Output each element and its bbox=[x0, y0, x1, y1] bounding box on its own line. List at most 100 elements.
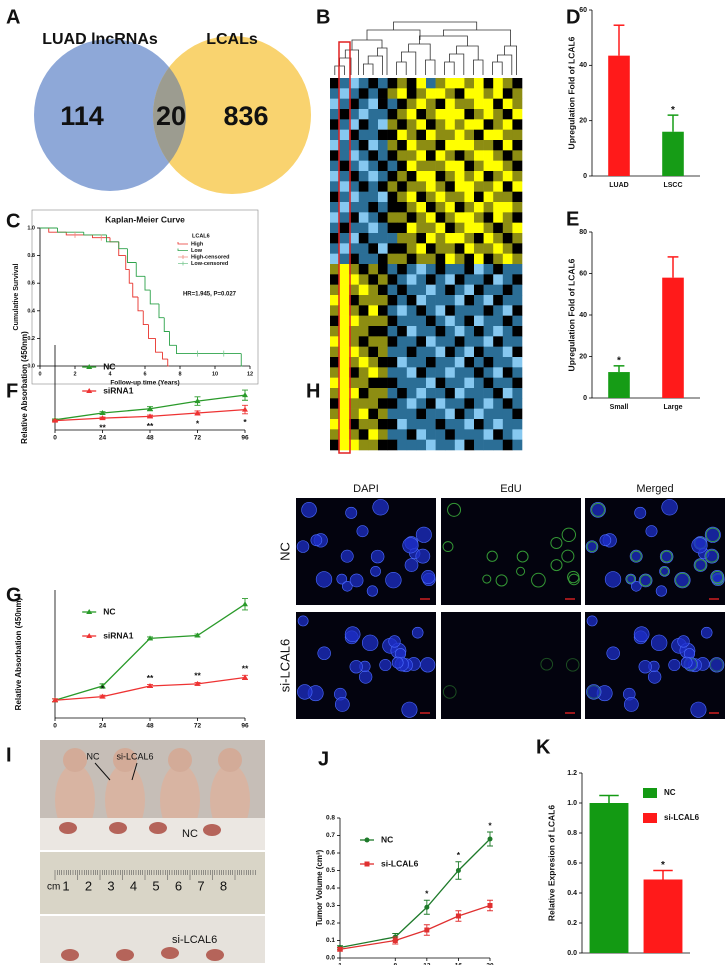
heatmap-cell bbox=[445, 171, 456, 182]
heatmap-cell bbox=[474, 109, 484, 120]
heatmap-cell bbox=[397, 439, 408, 451]
x-tick-label: 2 bbox=[73, 371, 76, 377]
panel-label: F bbox=[6, 380, 18, 402]
legend-swatch bbox=[643, 788, 657, 798]
heatmap-cell bbox=[454, 129, 465, 141]
x-tick-label: 1 bbox=[338, 963, 342, 965]
edu-signal bbox=[550, 536, 563, 550]
nucleus bbox=[385, 572, 402, 589]
heatmap-cell bbox=[445, 264, 456, 275]
heatmap-cell bbox=[358, 191, 369, 203]
x-tick-label: 12 bbox=[247, 371, 253, 377]
heatmap-cell bbox=[454, 326, 465, 337]
row-label: si-LCAL6 bbox=[277, 639, 292, 692]
heatmap-cell bbox=[445, 419, 456, 430]
survival-step bbox=[125, 255, 130, 270]
heatmap-cell bbox=[368, 357, 379, 368]
heatmap-cell bbox=[387, 253, 398, 265]
nucleus bbox=[388, 635, 401, 648]
heatmap-cell bbox=[368, 129, 379, 141]
heatmap-cell bbox=[339, 109, 350, 120]
heatmap-cell bbox=[416, 129, 427, 141]
nucleus bbox=[421, 570, 436, 585]
nucleus bbox=[623, 697, 639, 712]
heatmap-cell bbox=[483, 243, 494, 254]
heatmap-cell bbox=[387, 419, 398, 430]
heatmap-cell bbox=[474, 408, 484, 420]
heatmap-cell bbox=[464, 202, 475, 213]
nucleus bbox=[668, 658, 681, 672]
survival-step bbox=[83, 232, 107, 236]
heatmap-cell bbox=[502, 88, 513, 99]
heatmap-cell bbox=[330, 388, 340, 399]
heatmap-cell bbox=[464, 264, 475, 275]
heatmap-cell bbox=[493, 233, 504, 244]
heatmap-cell bbox=[406, 398, 417, 409]
heatmap-cell bbox=[435, 377, 446, 389]
y-axis-label: Tumor Volume (cm³) bbox=[315, 849, 324, 926]
edu-signal bbox=[516, 566, 526, 576]
heatmap-cell bbox=[397, 98, 408, 110]
heatmap-cell bbox=[368, 305, 379, 316]
heatmap-cell bbox=[339, 222, 350, 234]
heatmap-cell bbox=[330, 222, 340, 234]
legend-swatch bbox=[643, 813, 657, 823]
heatmap-cell bbox=[493, 398, 504, 409]
heatmap-cell bbox=[445, 202, 456, 213]
heatmap-cell bbox=[368, 284, 379, 296]
heatmap-cell bbox=[406, 274, 417, 285]
panel-label: B bbox=[316, 6, 330, 28]
heatmap-cell bbox=[502, 233, 513, 244]
heatmap-cell bbox=[445, 98, 456, 110]
heatmap-cell bbox=[387, 367, 398, 378]
heatmap-cell bbox=[416, 78, 427, 89]
heatmap-cell bbox=[445, 119, 456, 130]
nucleus bbox=[629, 549, 643, 563]
legend-label: siRNA1 bbox=[103, 630, 134, 640]
heatmap-cell bbox=[493, 78, 504, 89]
heatmap-cell bbox=[502, 150, 513, 161]
series-line bbox=[339, 838, 491, 949]
heatmap-cell bbox=[512, 181, 523, 192]
heatmap-cell bbox=[416, 284, 427, 296]
venn-set-name: LCALs bbox=[206, 31, 258, 48]
plot-frame bbox=[31, 209, 259, 385]
heatmap-cell bbox=[426, 160, 436, 172]
ruler bbox=[40, 852, 265, 914]
heatmap-cell bbox=[387, 336, 398, 347]
nucleus bbox=[366, 585, 378, 597]
heatmap-cell bbox=[330, 160, 340, 172]
heatmap-cell bbox=[330, 212, 340, 223]
heatmap-cell bbox=[358, 429, 369, 440]
heatmap-cell bbox=[483, 88, 494, 99]
heatmap-cell bbox=[512, 253, 523, 265]
heatmap-cell bbox=[474, 439, 484, 451]
heatmap-cell bbox=[406, 429, 417, 440]
heatmap-cell bbox=[406, 315, 417, 327]
heatmap-cell bbox=[368, 181, 379, 192]
heatmap-cell bbox=[502, 284, 513, 296]
heatmap-cell bbox=[493, 315, 504, 327]
heatmap-cell bbox=[493, 388, 504, 399]
heatmap-cell bbox=[512, 129, 523, 141]
heatmap-cell bbox=[464, 284, 475, 296]
heatmap-cell bbox=[406, 78, 417, 89]
heatmap-cell bbox=[330, 429, 340, 440]
heatmap-cell bbox=[483, 171, 494, 182]
heatmap-cell bbox=[378, 295, 388, 306]
heatmap-cell bbox=[416, 326, 427, 337]
heatmap-cell bbox=[387, 305, 398, 316]
heatmap-cell bbox=[378, 326, 388, 337]
point bbox=[99, 410, 106, 415]
nucleus bbox=[650, 634, 668, 652]
survival-step bbox=[240, 353, 243, 367]
y-tick-label: 0.2 bbox=[27, 336, 35, 342]
significance: * bbox=[425, 889, 429, 899]
heatmap-cell bbox=[339, 336, 350, 347]
point bbox=[194, 632, 201, 638]
heatmap-cell bbox=[387, 212, 398, 223]
nucleus bbox=[659, 565, 670, 577]
heatmap-cell bbox=[426, 140, 436, 151]
heatmap-cell bbox=[474, 253, 484, 265]
